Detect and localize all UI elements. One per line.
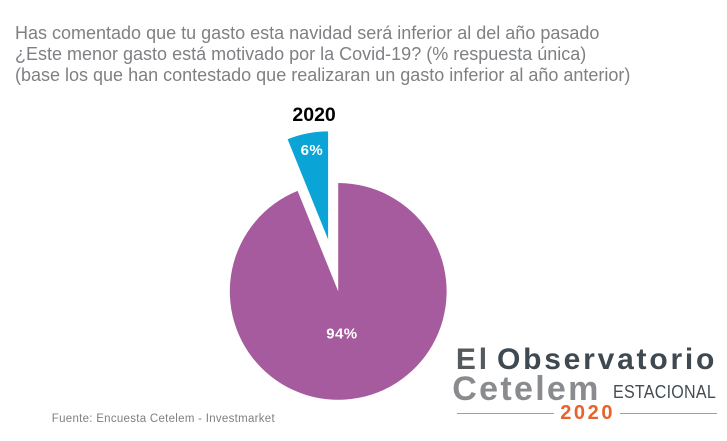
svg-text:6%: 6% bbox=[301, 142, 323, 159]
svg-text:94%: 94% bbox=[326, 325, 357, 342]
